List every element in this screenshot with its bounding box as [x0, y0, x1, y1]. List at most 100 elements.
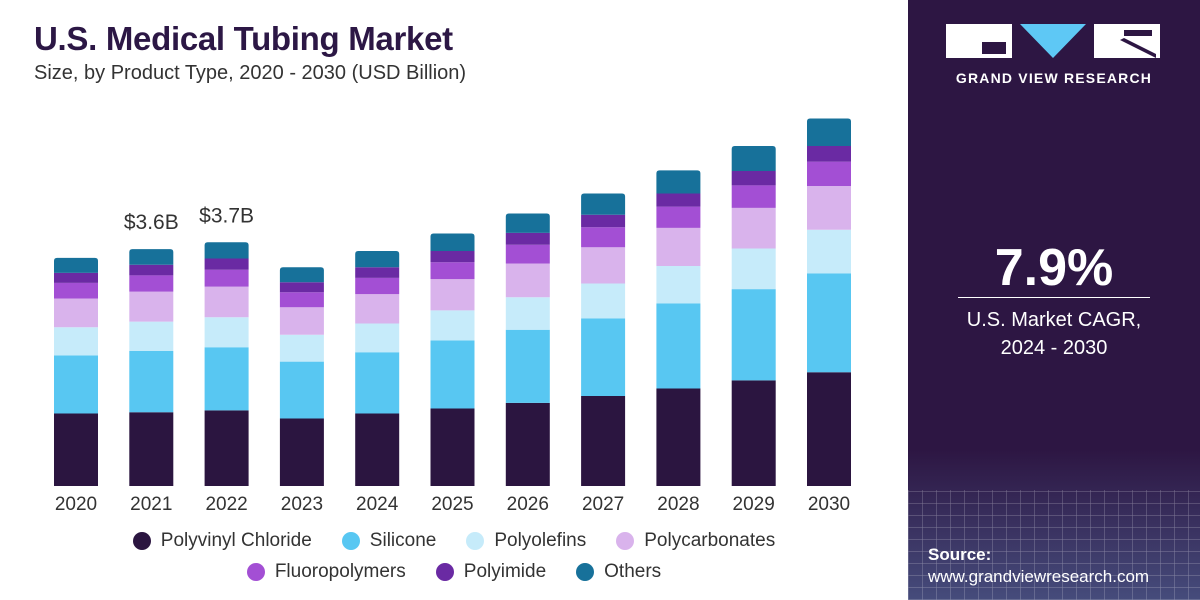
bar-segment-others-2024: [355, 251, 400, 268]
bar-segment-polycarbonates-2030: [807, 186, 851, 230]
data-label-2021: $3.6B: [124, 211, 179, 234]
bar-segment-polyolefins-2029: [731, 248, 776, 290]
bar-segment-polyimide-2024: [355, 267, 400, 278]
x-tick-label-2020: 2020: [55, 494, 97, 515]
bar-segment-others-2026: [505, 213, 550, 233]
legend-item-polyolefins: Polyolefins: [466, 530, 586, 552]
legend-item-polyvinyl-chloride: Polyvinyl Chloride: [132, 530, 312, 552]
bar-segment-others-2029: [731, 146, 776, 171]
bar-segment-polycarbonates-2023: [279, 307, 324, 335]
bar-segment-polyolefins-2025: [430, 310, 475, 341]
bar-segment-silicone-2027: [581, 318, 626, 396]
stacked-bar-chart: 2020 2021 $3.6B 2022 $3.7B 2023 2024 2025 2026 20…: [54, 118, 851, 515]
bar-segment-silicone-2030: [807, 273, 851, 373]
chart-title: U.S. Medical Tubing Market: [34, 20, 453, 57]
bar-segment-polycarbonates-2020: [54, 298, 98, 328]
source-link[interactable]: www.grandviewresearch.com: [928, 567, 1150, 586]
bar-stack-2030: [807, 118, 851, 486]
bar-segment-polyvinyl-chloride-2024: [355, 413, 400, 486]
legend-swatch-icon: [576, 563, 595, 581]
x-tick-label-2023: 2023: [281, 494, 323, 515]
bar-stack-2028: [656, 170, 701, 486]
bar-segment-fluoropolymers-2028: [656, 206, 701, 228]
legend-label: Polyimide: [463, 561, 547, 582]
bar-segment-polycarbonates-2028: [656, 227, 701, 266]
bar-segment-polyolefins-2021: [129, 321, 174, 351]
bar-segment-polyimide-2022: [204, 258, 249, 270]
cagr-divider: [958, 297, 1150, 298]
gvr-logo-marks: [946, 24, 1162, 58]
bar-segment-silicone-2023: [279, 361, 324, 419]
legend-item-others: Others: [576, 561, 661, 583]
legend-label: Silicone: [369, 530, 437, 551]
bar-segment-silicone-2021: [129, 351, 174, 413]
bar-segment-polyimide-2029: [731, 171, 776, 186]
bar-segment-polyvinyl-chloride-2023: [279, 418, 324, 486]
legend-label: Fluoropolymers: [274, 561, 406, 582]
bar-segment-polyimide-2030: [807, 146, 851, 162]
x-tick-label-2028: 2028: [657, 494, 699, 515]
x-tick-label-2030: 2030: [808, 494, 850, 515]
bar-segment-polyimide-2027: [581, 214, 626, 228]
legend-swatch-icon: [466, 532, 485, 550]
logo-r-mark: [1094, 24, 1160, 58]
cagr-value: 7.9%: [994, 239, 1114, 297]
bar-segment-polycarbonates-2024: [355, 294, 400, 324]
bar-segment-polyvinyl-chloride-2030: [807, 372, 851, 486]
bar-stack-2025: [430, 233, 475, 486]
legend-row-1: Polyvinyl Chloride Silicone Polyolefins Pol…: [0, 530, 908, 552]
bar-segment-polyimide-2026: [505, 232, 550, 245]
bar-segment-polyolefins-2020: [54, 327, 98, 356]
legend-item-polyimide: Polyimide: [435, 561, 547, 583]
bar-segment-polyolefins-2022: [204, 317, 249, 348]
bar-segment-polyvinyl-chloride-2025: [430, 408, 475, 486]
bar-segment-fluoropolymers-2026: [505, 244, 550, 264]
panel-gradient: [908, 450, 1200, 600]
bar-segment-fluoropolymers-2025: [430, 262, 475, 280]
bar-segment-fluoropolymers-2021: [129, 275, 174, 292]
x-tick-label-2024: 2024: [356, 494, 399, 515]
legend-item-fluoropolymers: Fluoropolymers: [246, 561, 406, 583]
bar-segment-polyvinyl-chloride-2028: [656, 388, 701, 486]
logo-v-mark: [1020, 24, 1086, 58]
bar-segment-polyimide-2020: [54, 272, 98, 283]
bar-segment-polyolefins-2028: [656, 266, 701, 304]
bar-segment-silicone-2024: [355, 352, 400, 414]
bar-segment-polycarbonates-2026: [505, 263, 550, 298]
x-tick-label-2025: 2025: [431, 494, 473, 515]
bar-segment-polyvinyl-chloride-2027: [581, 396, 626, 486]
bar-segment-polyvinyl-chloride-2020: [54, 413, 98, 486]
bar-segment-others-2027: [581, 193, 626, 215]
bar-segment-fluoropolymers-2022: [204, 269, 249, 287]
legend-label: Polycarbonates: [644, 530, 776, 551]
cagr-label-line2: 2024 - 2030: [1000, 337, 1108, 359]
bar-segment-polyolefins-2023: [279, 334, 324, 362]
bar-segment-others-2023: [279, 267, 324, 283]
bar-segment-polyimide-2021: [129, 264, 174, 276]
bar-segment-others-2028: [656, 170, 701, 194]
x-tick-label-2026: 2026: [507, 494, 549, 515]
bar-segment-others-2020: [54, 257, 98, 273]
bar-segment-fluoropolymers-2029: [731, 185, 776, 208]
x-tick-label-2029: 2029: [733, 494, 775, 515]
bar-segment-polycarbonates-2027: [581, 247, 626, 284]
bar-segment-others-2022: [204, 242, 249, 259]
bar-segment-others-2021: [129, 249, 174, 265]
panel-grid-decoration: [908, 490, 1200, 600]
bar-segment-silicone-2029: [731, 289, 776, 381]
legend-label: Polyolefins: [494, 530, 587, 551]
legend-swatch-icon: [435, 563, 454, 581]
bar-stack-2027: [581, 193, 626, 486]
bar-segment-polycarbonates-2025: [430, 279, 475, 311]
x-tick-label-2022: 2022: [205, 494, 247, 515]
bar-segment-silicone-2026: [505, 329, 550, 403]
legend-item-silicone: Silicone: [341, 530, 437, 552]
bar-stack-2029: [731, 146, 776, 486]
bar-segment-others-2025: [430, 233, 475, 251]
legend-swatch-icon: [132, 532, 151, 550]
chart-subtitle: Size, by Product Type, 2020 - 2030 (USD …: [34, 62, 467, 84]
bar-segment-fluoropolymers-2027: [581, 227, 626, 248]
bar-stack-2023: [279, 267, 324, 486]
legend-row-2: Fluoropolymers Polyimide Others: [0, 561, 908, 583]
